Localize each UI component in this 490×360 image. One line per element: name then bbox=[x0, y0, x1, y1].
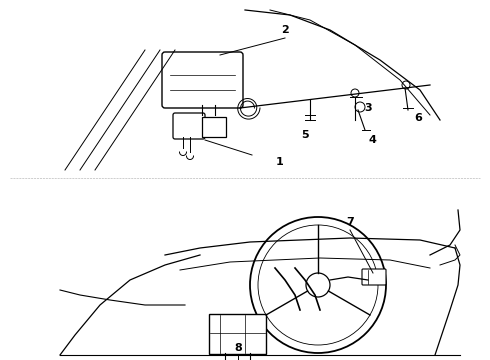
Text: 5: 5 bbox=[301, 130, 309, 140]
Text: 6: 6 bbox=[414, 113, 422, 123]
FancyBboxPatch shape bbox=[173, 113, 205, 139]
Text: 7: 7 bbox=[346, 217, 354, 227]
Text: 3: 3 bbox=[364, 103, 372, 113]
Circle shape bbox=[306, 273, 330, 297]
Circle shape bbox=[402, 81, 410, 89]
Text: 4: 4 bbox=[368, 135, 376, 145]
FancyBboxPatch shape bbox=[209, 314, 266, 354]
Circle shape bbox=[355, 102, 365, 112]
FancyBboxPatch shape bbox=[202, 117, 226, 137]
FancyBboxPatch shape bbox=[162, 52, 243, 108]
Circle shape bbox=[351, 89, 359, 97]
Text: 2: 2 bbox=[281, 25, 289, 35]
Circle shape bbox=[250, 217, 386, 353]
FancyBboxPatch shape bbox=[362, 269, 386, 285]
Text: 1: 1 bbox=[276, 157, 284, 167]
Text: 8: 8 bbox=[234, 343, 242, 353]
